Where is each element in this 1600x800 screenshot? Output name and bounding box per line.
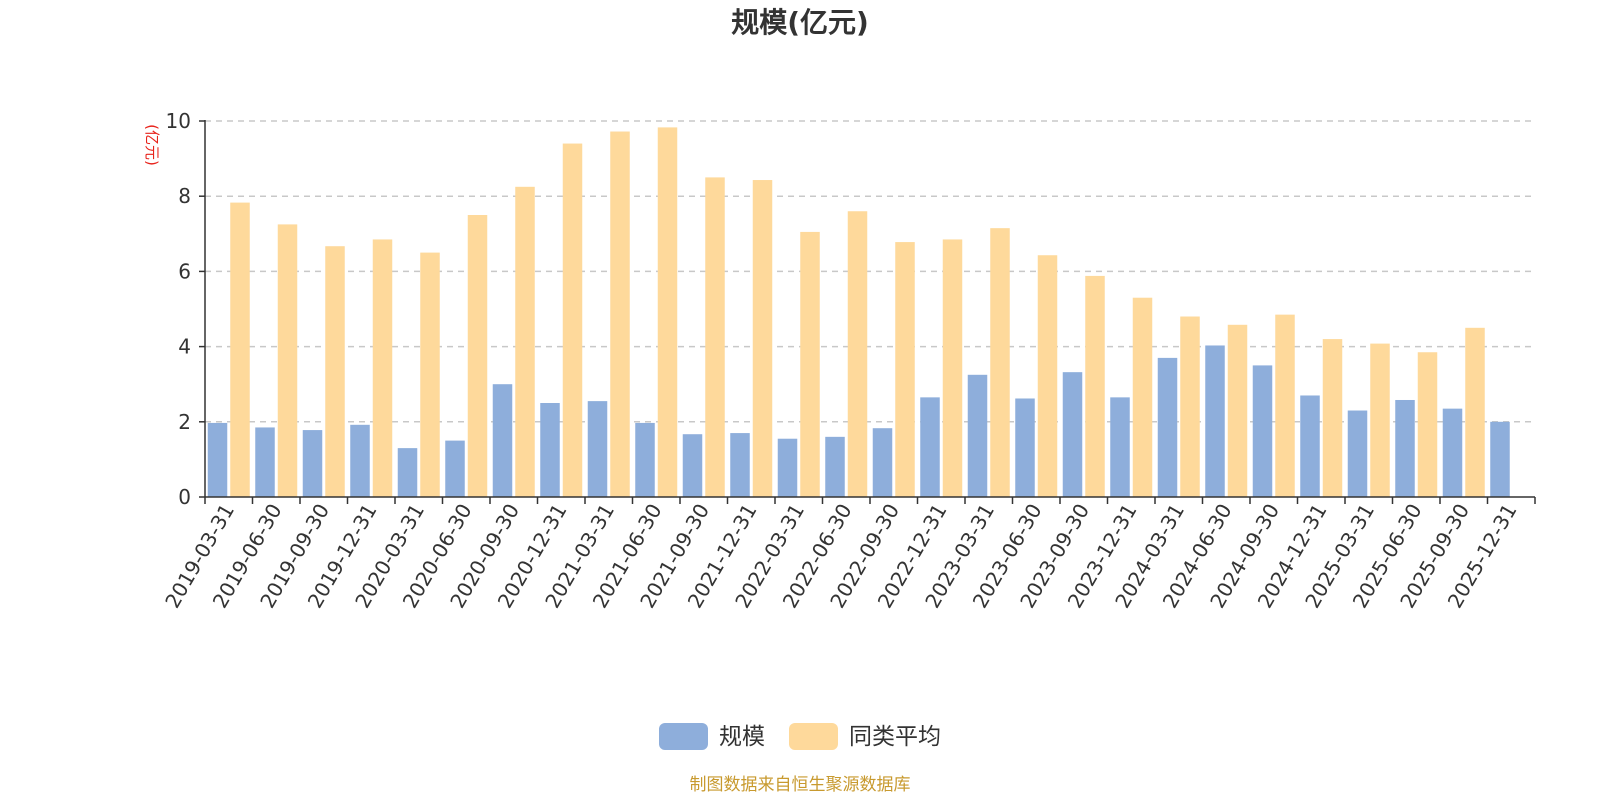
bar-scale-2024-09-30 [1252,365,1273,497]
legend: 规模 同类平均 [659,723,941,750]
bar-scale-2020-03-31 [397,448,418,497]
legend-swatch-1 [789,723,838,750]
x-axis-ticks: 2019-03-312019-06-302019-09-302019-12-31… [160,497,1536,612]
bar-scale-2019-12-31 [350,424,370,497]
bar-scale-2023-06-30 [1015,398,1035,497]
source-note: 制图数据来自恒生聚源数据库 [690,775,911,795]
bar-peer-avg-2019-06-30 [277,224,298,497]
bar-peer-avg-2024-03-31 [1180,316,1200,497]
bar-scale-2023-12-31 [1110,397,1130,497]
bar-peer-avg-2020-06-30 [467,215,488,497]
bar-scale-2024-06-30 [1205,345,1225,497]
bar-scale-2020-12-31 [540,403,560,497]
bar-peer-avg-2021-12-31 [752,180,773,498]
bar-scale-2021-06-30 [635,422,655,497]
chart-title: 规模(亿元) [731,6,869,39]
y-tick-label: 8 [178,184,191,208]
bar-scale-2019-09-30 [302,430,323,497]
bar-scale-2019-03-31 [207,422,228,497]
bar-scale-2025-03-31 [1347,410,1368,497]
y-tick-label: 10 [166,109,191,133]
bar-peer-avg-2023-03-31 [990,228,1010,497]
bar-scale-2022-09-30 [872,428,893,497]
y-axis-unit-label: (亿元) [143,124,161,166]
bar-peer-avg-2025-06-30 [1417,352,1438,497]
bar-scale-2024-03-31 [1157,357,1178,497]
bar-scale-2021-12-31 [730,433,750,497]
legend-label-0: 规模 [719,724,765,750]
bar-peer-avg-2022-09-30 [895,242,915,497]
bar-scale-2025-12-31 [1490,421,1510,497]
bar-scale-2022-12-31 [920,397,940,497]
bar-peer-avg-2023-12-31 [1132,297,1153,497]
bar-peer-avg-2019-12-31 [372,239,393,497]
bar-scale-2025-09-30 [1442,408,1463,497]
y-tick-label: 2 [178,410,191,434]
bar-scale-2021-09-30 [682,434,703,497]
bar-scale-2020-09-30 [492,384,513,497]
y-axis-ticks: 0 2 4 6 8 10 [166,109,205,509]
bar-peer-avg-2025-03-31 [1370,343,1390,497]
bar-peer-avg-2019-09-30 [325,246,345,497]
bar-peer-avg-2020-03-31 [420,252,440,497]
bar-scale-2019-06-30 [255,427,275,497]
bar-peer-avg-2023-09-30 [1085,275,1105,497]
bar-scale-2021-03-31 [587,401,608,497]
bar-peer-avg-2023-06-30 [1037,255,1058,497]
bars [207,127,1510,498]
legend-swatch-0 [659,723,708,750]
bar-peer-avg-2025-09-30 [1465,327,1485,497]
bar-peer-avg-2022-03-31 [800,231,820,498]
bar-peer-avg-2021-03-31 [610,131,630,497]
bar-scale-2022-03-31 [777,438,798,497]
bar-peer-avg-2024-09-30 [1275,314,1295,497]
bar-peer-avg-2021-09-30 [705,177,725,497]
y-tick-label: 6 [178,259,191,283]
bar-peer-avg-2019-03-31 [230,202,250,498]
bar-scale-2025-06-30 [1395,399,1415,497]
y-tick-label: 4 [178,335,191,359]
bar-scale-2024-12-31 [1300,395,1320,497]
bar-scale-2023-03-31 [967,374,988,497]
bar-peer-avg-2021-06-30 [657,127,678,497]
bar-scale-2022-06-30 [825,436,845,497]
bar-peer-avg-2020-09-30 [515,186,535,498]
bar-scale-2020-06-30 [445,440,465,497]
legend-label-1: 同类平均 [849,724,941,750]
bar-peer-avg-2024-06-30 [1227,324,1248,497]
bar-scale-2023-09-30 [1062,372,1083,497]
bar-peer-avg-2020-12-31 [562,143,583,497]
bar-peer-avg-2022-06-30 [847,211,868,498]
bar-peer-avg-2022-12-31 [942,239,963,497]
bar-peer-avg-2024-12-31 [1322,339,1343,497]
y-tick-label: 0 [178,485,191,509]
